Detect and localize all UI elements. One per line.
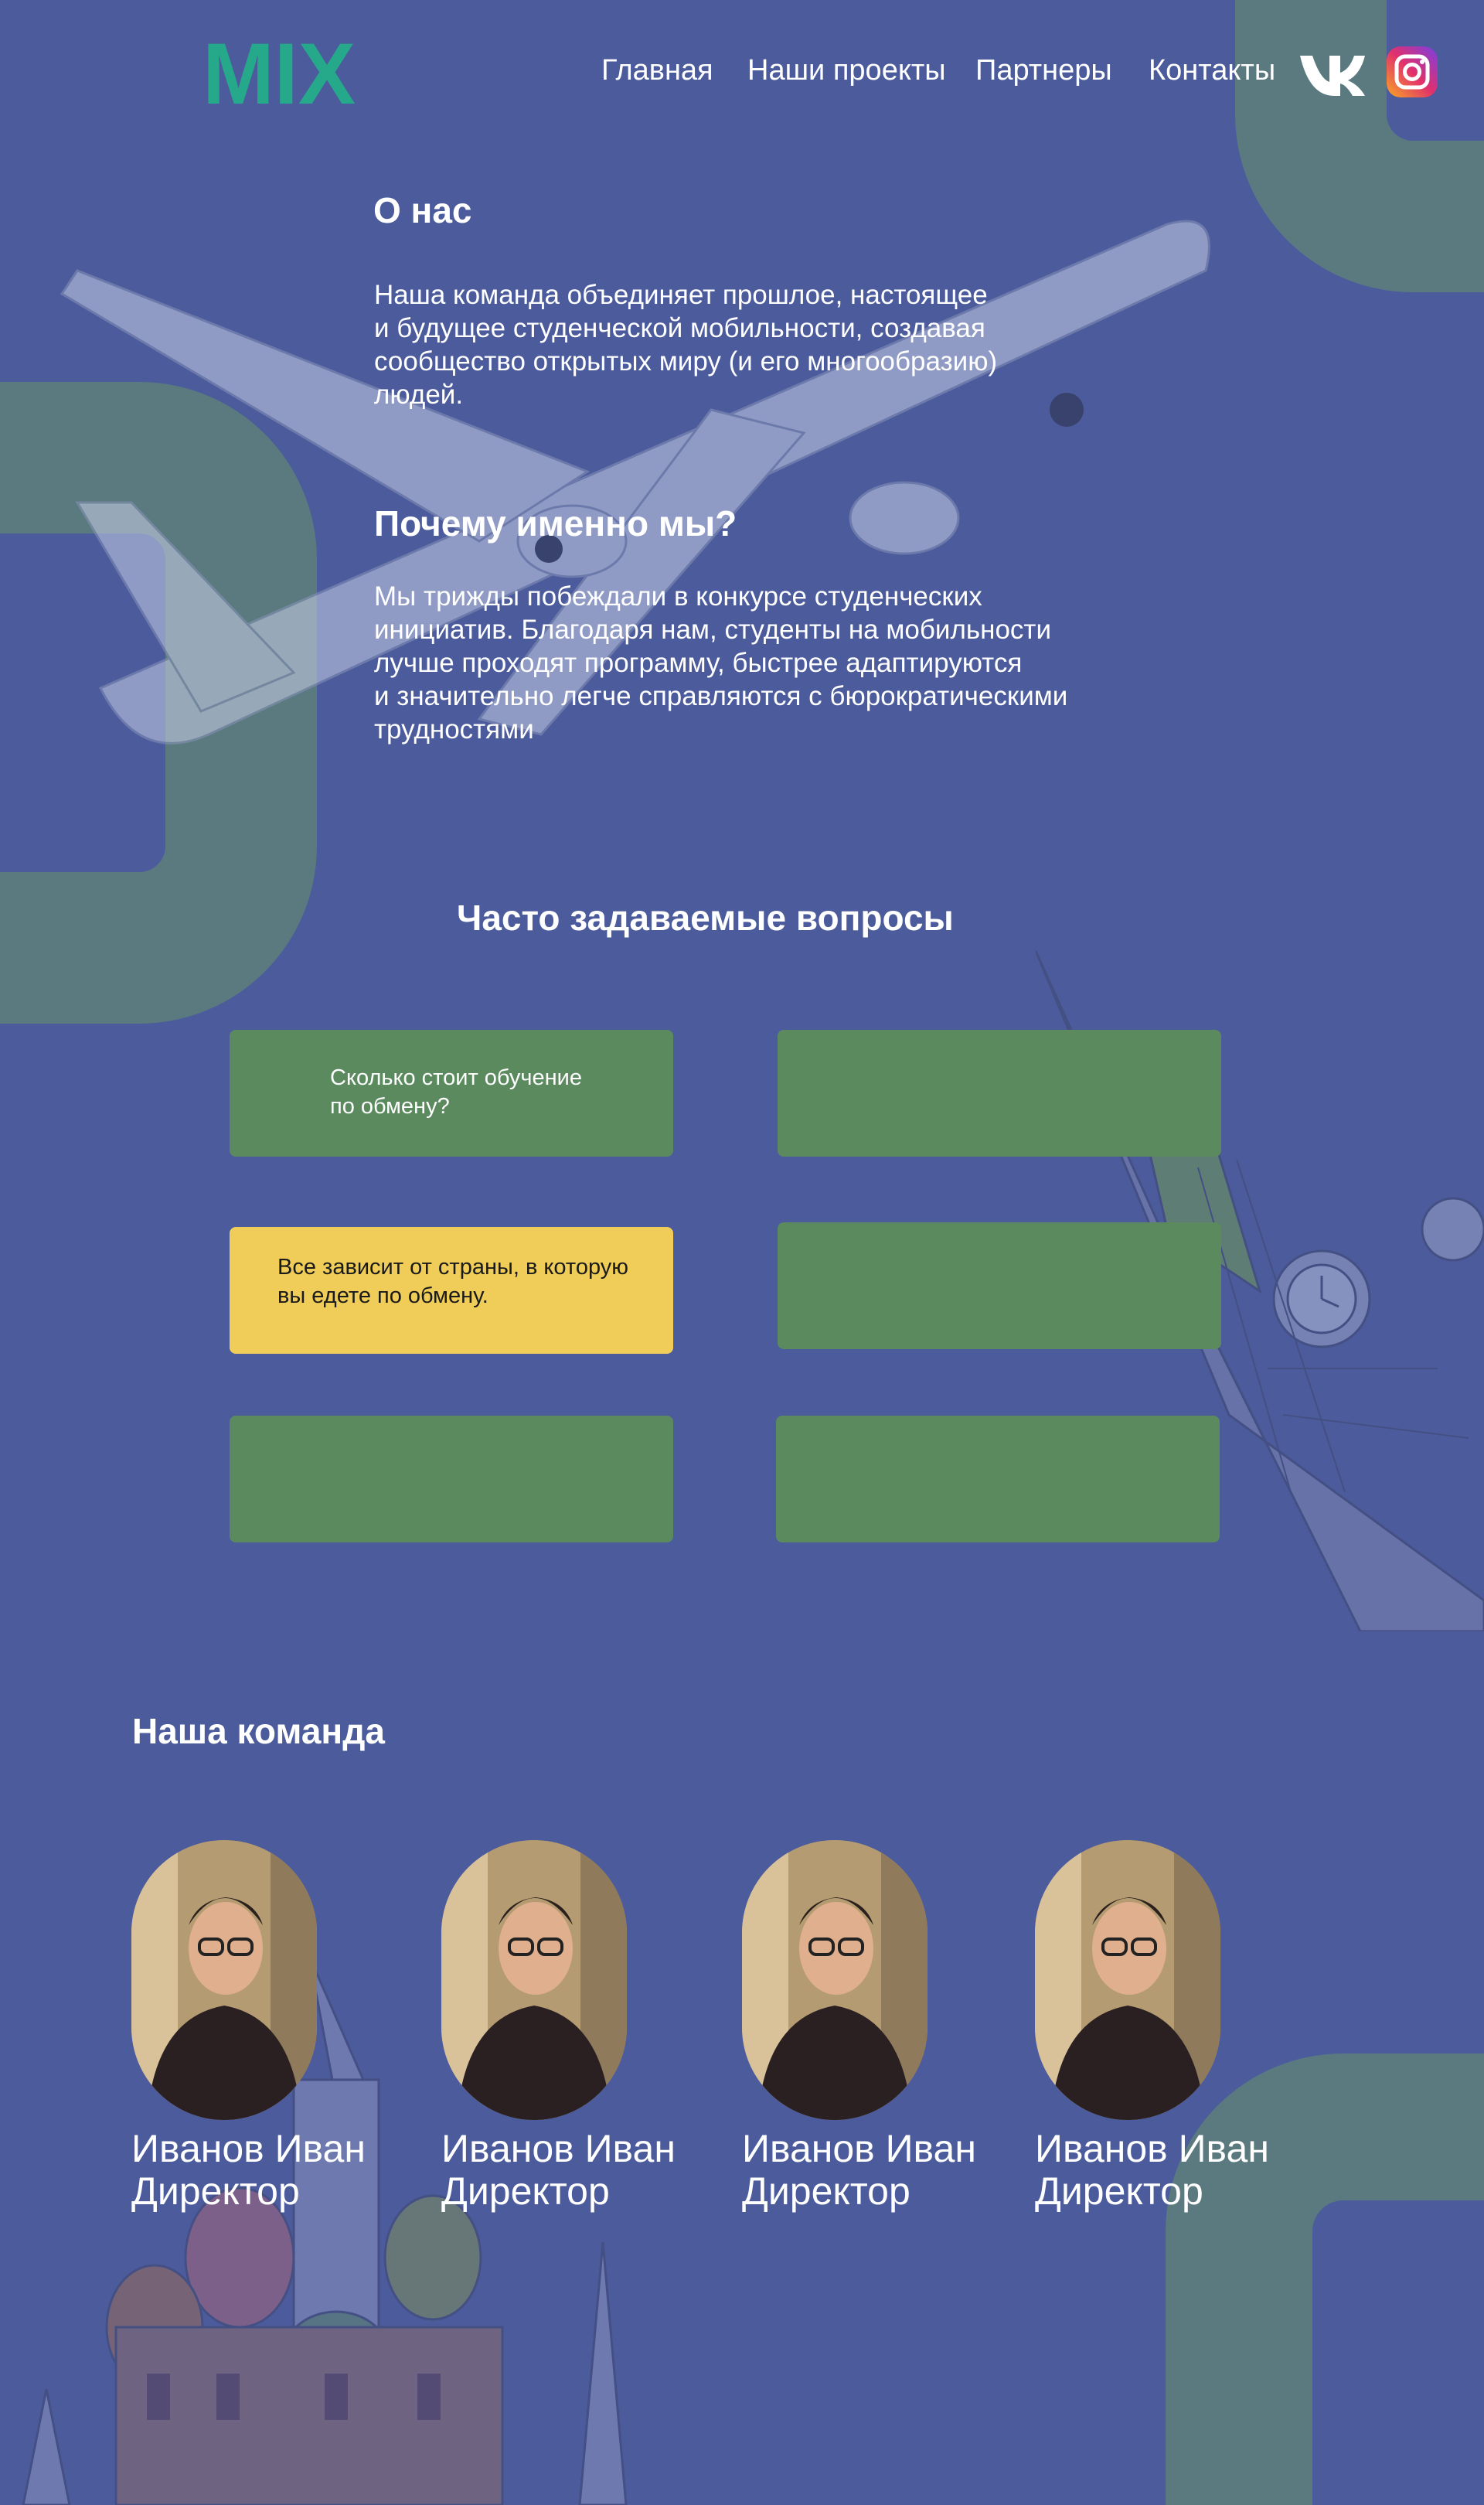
about-title: О нас xyxy=(373,190,472,230)
member-name: Иванов Иван xyxy=(742,2127,976,2170)
why-text: Мы трижды побеждали в конкурсе студенчес… xyxy=(374,581,1068,745)
logo[interactable]: MIX xyxy=(203,29,357,110)
team-member-card: Иванов Иван Директор xyxy=(1035,1840,1290,2227)
decorative-shape-bottom-right xyxy=(1166,2053,1484,2505)
faq-question-card[interactable] xyxy=(776,1416,1220,1542)
team-member-card: Иванов Иван Директор xyxy=(742,1840,997,2227)
faq-answer-card: Все зависит от страны, в которую вы едет… xyxy=(230,1227,673,1354)
faq-question-text: Сколько стоит обучение по обмену? xyxy=(330,1065,582,1119)
nav-item-projects[interactable]: Наши проекты xyxy=(747,54,946,87)
member-role: Директор xyxy=(131,2169,300,2213)
member-name: Иванов Иван xyxy=(1035,2127,1269,2170)
faq-question-card[interactable] xyxy=(230,1416,673,1542)
faq-question-card[interactable]: Сколько стоит обучение по обмену? xyxy=(230,1030,673,1157)
faq-question-card[interactable] xyxy=(778,1222,1221,1349)
nav-item-contacts[interactable]: Контакты xyxy=(1149,54,1276,87)
why-title: Почему именно мы? xyxy=(374,503,737,544)
avatar xyxy=(441,1840,627,2120)
member-role: Директор xyxy=(1035,2169,1203,2213)
airplane-photo xyxy=(60,220,1210,745)
faq-question-card[interactable] xyxy=(778,1030,1221,1157)
team-member-card: Иванов Иван Директор xyxy=(131,1840,386,2227)
member-name: Иванов Иван xyxy=(441,2127,676,2170)
nav-item-home[interactable]: Главная xyxy=(601,54,713,87)
team-member-card: Иванов Иван Директор xyxy=(441,1840,696,2227)
about-text: Наша команда объединяет прошлое, настоящ… xyxy=(374,280,998,410)
faq-title: Часто задаваемые вопросы xyxy=(457,898,954,938)
member-role: Директор xyxy=(742,2169,910,2213)
nav-item-partners[interactable]: Партнеры xyxy=(975,54,1112,87)
instagram-icon[interactable] xyxy=(1385,45,1439,99)
member-role: Директор xyxy=(441,2169,610,2213)
faq-answer-text: Все зависит от страны, в которую вы едет… xyxy=(277,1255,629,1308)
avatar xyxy=(742,1840,928,2120)
vk-icon[interactable] xyxy=(1298,45,1365,99)
avatar xyxy=(131,1840,317,2120)
logo-text: MIX xyxy=(203,29,356,110)
avatar xyxy=(1035,1840,1220,2120)
cathedral-photo xyxy=(22,1955,628,2505)
member-name: Иванов Иван xyxy=(131,2127,366,2170)
team-title: Наша команда xyxy=(132,1711,385,1751)
decorative-shape-top-right xyxy=(1235,0,1484,292)
